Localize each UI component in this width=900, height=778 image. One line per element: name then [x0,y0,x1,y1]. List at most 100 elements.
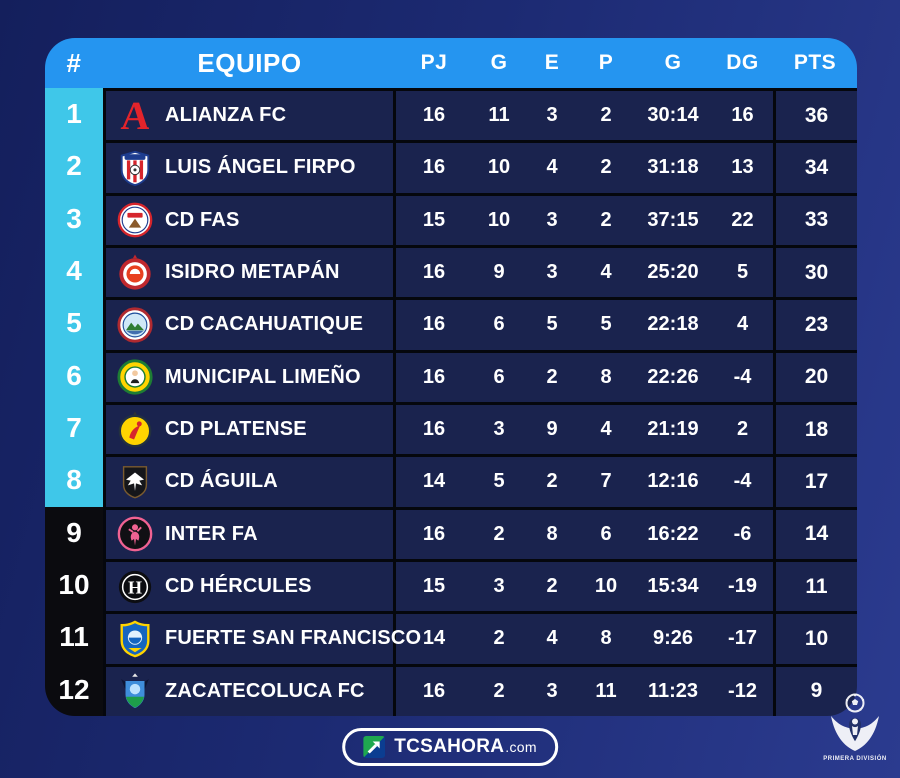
table-row: FUERTE SAN FRANCISCO 14 2 4 8 9:26 -17 1… [106,611,857,664]
goal-diff-cell: -4 [733,365,752,388]
badge-label: PRIMERA DIVISIÓN [823,756,887,762]
points-cell: 36 [773,91,857,141]
primera-division-badge: PRIMERA DIVISIÓN [822,692,888,774]
rows-zone: A ALIANZA FC 16 11 3 2 30:14 16 36 LUIS … [103,88,857,716]
points-cell: 23 [773,300,857,350]
wins-cell: 10 [487,208,511,231]
position-cell: 8 [45,454,103,507]
team-cell: MUNICIPAL LIMEÑO [106,352,396,402]
team-name: CD PLATENSE [165,418,307,441]
team-name: ISIDRO METAPÁN [165,261,340,284]
wins-cell: 2 [493,679,505,702]
goal-diff-cell: -12 [728,679,757,702]
goal-diff-cell: 5 [736,261,749,284]
draws-cell: 2 [546,365,558,388]
col-header-p: P [598,51,614,74]
losses-cell: 11 [595,679,617,702]
position-cell: 12 [45,663,103,716]
table-row: CD FAS 15 10 3 2 37:15 22 33 [106,192,857,245]
goal-diff-cell: -19 [728,575,757,598]
wins-cell: 2 [493,522,505,545]
pj-cell: 15 [422,208,446,231]
goals-cell: 12:16 [647,470,699,493]
points-cell: 20 [773,352,857,402]
wins-cell: 6 [493,365,505,388]
points-cell: 9 [773,666,857,716]
team-cell: CD ÁGUILA [106,457,396,507]
team-name: ZACATECOLUCA FC [165,679,365,702]
team-cell: H CD HÉRCULES [106,561,396,612]
losses-cell: 7 [600,470,612,493]
points-cell: 17 [773,457,857,507]
table-row: H CD HÉRCULES 15 3 2 10 15:34 -19 11 [106,558,857,612]
luis-angel-firpo-logo [115,148,155,188]
goals-cell: 16:22 [647,522,699,545]
points-cell: 30 [773,247,857,298]
draws-cell: 5 [546,313,558,336]
wins-cell: 6 [493,313,505,336]
losses-cell: 4 [600,418,612,441]
draws-cell: 3 [546,261,558,284]
goal-diff-cell: -6 [733,522,752,545]
team-name: CD HÉRCULES [165,575,312,598]
brand-text: TCSAHORA .com [394,736,537,758]
position-cell: 11 [45,611,103,664]
team-cell: CD CACAHUATIQUE [106,300,396,350]
position-column: 1 2 3 4 5 6 7 8 9 10 11 12 [45,88,103,716]
goals-cell: 11:23 [647,679,699,702]
team-cell: ZACATECOLUCA FC [106,666,396,716]
draws-cell: 4 [546,156,558,179]
draws-cell: 3 [546,104,558,127]
draws-cell: 3 [546,679,558,702]
cd-hercules-logo: H [115,567,155,607]
goals-cell: 15:34 [647,575,699,598]
table-row: LUIS ÁNGEL FIRPO 16 10 4 2 31:18 13 34 [106,140,857,193]
goal-diff-cell: 4 [736,313,749,336]
team-name: ALIANZA FC [165,104,287,127]
isidro-metapan-logo [115,253,155,293]
position-cell: 5 [45,297,103,350]
position-cell: 6 [45,349,103,402]
col-header-g: G [490,51,508,74]
col-header-pts: PTS [793,51,837,74]
team-name: FUERTE SAN FRANCISCO [165,627,422,650]
losses-cell: 10 [594,575,618,598]
losses-cell: 2 [600,104,612,127]
tcsahora-brand-pill: TCSAHORA .com [342,728,558,766]
team-cell: ISIDRO METAPÁN [106,247,396,298]
table-body: 1 2 3 4 5 6 7 8 9 10 11 12 A ALIANZA FC 16 11 3 2 3… [45,88,857,716]
goal-diff-cell: 13 [731,156,754,179]
position-cell: 10 [45,558,103,612]
wins-cell: 5 [493,470,505,493]
team-cell: LUIS ÁNGEL FIRPO [106,143,396,193]
goals-cell: 25:20 [647,261,699,284]
losses-cell: 8 [600,627,612,650]
standings-table: # EQUIPO PJ G E P G DG PTS 1 2 3 4 5 6 7 8 9 10 11… [45,38,857,716]
col-header-position: # [66,47,82,78]
draws-cell: 8 [546,522,558,545]
wins-cell: 9 [493,261,505,284]
points-cell: 10 [773,614,857,664]
pj-cell: 16 [422,418,446,441]
cd-cacahuatique-logo [115,305,155,345]
inter-fa-logo [115,514,155,554]
points-cell: 33 [773,195,857,245]
goals-cell: 21:19 [647,418,699,441]
tcs-arrow-icon [363,736,386,758]
team-name: CD FAS [165,208,240,231]
draws-cell: 4 [546,627,558,650]
losses-cell: 8 [600,365,612,388]
position-cell: 7 [45,401,103,455]
pj-cell: 16 [422,261,446,284]
brand-name: TCSAHORA [394,736,505,757]
draws-cell: 2 [546,470,558,493]
cd-fas-logo [115,200,155,240]
goal-diff-cell: 2 [736,418,749,441]
pj-cell: 16 [422,156,446,179]
table-row: ISIDRO METAPÁN 16 9 3 4 25:20 5 30 [106,244,857,298]
team-name: CD ÁGUILA [165,470,278,493]
pj-cell: 16 [422,679,446,702]
losses-cell: 5 [600,313,612,336]
pj-cell: 14 [422,627,446,650]
goal-diff-cell: -4 [733,470,752,493]
